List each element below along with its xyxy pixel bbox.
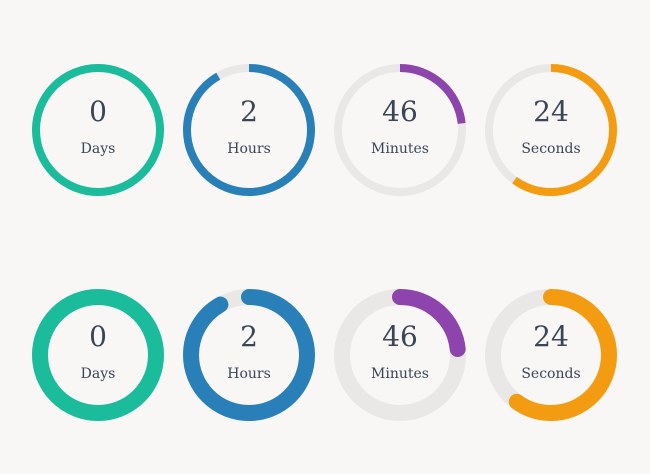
ring-progress-arc — [485, 289, 617, 421]
minutes-timer: 46 Minutes — [330, 60, 470, 200]
minutes-ring — [334, 64, 466, 196]
ring-progress-arc — [485, 64, 617, 196]
minutes-value: 46 — [382, 95, 418, 128]
minutes-ring — [334, 289, 466, 421]
ring-progress-arc — [334, 64, 466, 196]
hours-timer: 2 Hours — [179, 60, 319, 200]
minutes-timer: 46 Minutes — [330, 285, 470, 425]
seconds-timer: 24 Seconds — [481, 285, 621, 425]
ring-progress-arc — [32, 289, 164, 421]
days-ring — [32, 64, 164, 196]
days-ring — [32, 289, 164, 421]
seconds-timer: 24 Seconds — [481, 60, 621, 200]
hours-label: Hours — [227, 366, 271, 382]
seconds-value: 24 — [533, 95, 569, 128]
minutes-label: Minutes — [371, 366, 429, 382]
seconds-value: 24 — [533, 320, 569, 353]
hours-value: 2 — [240, 95, 258, 128]
days-timer: 0 Days — [28, 60, 168, 200]
days-value: 0 — [89, 95, 107, 128]
countdown-row-thin: 0 Days 2 Hours 46 Minutes 24 Seconds — [0, 60, 650, 200]
seconds-ring — [485, 289, 617, 421]
hours-timer: 2 Hours — [179, 285, 319, 425]
hours-ring — [183, 289, 315, 421]
hours-value: 2 — [240, 320, 258, 353]
hours-label: Hours — [227, 141, 271, 157]
ring-progress-arc — [183, 289, 315, 421]
days-timer: 0 Days — [28, 285, 168, 425]
hours-ring — [183, 64, 315, 196]
days-label: Days — [80, 141, 116, 157]
countdown-row-thick: 0 Days 2 Hours 46 Minutes 24 Seconds — [0, 285, 650, 425]
ring-progress-arc — [183, 64, 315, 196]
days-label: Days — [80, 366, 116, 382]
seconds-label: Seconds — [521, 141, 581, 157]
minutes-label: Minutes — [371, 141, 429, 157]
ring-progress-arc — [334, 289, 466, 421]
days-value: 0 — [89, 320, 107, 353]
ring-progress-arc — [32, 64, 164, 196]
seconds-label: Seconds — [521, 366, 581, 382]
minutes-value: 46 — [382, 320, 418, 353]
seconds-ring — [485, 64, 617, 196]
